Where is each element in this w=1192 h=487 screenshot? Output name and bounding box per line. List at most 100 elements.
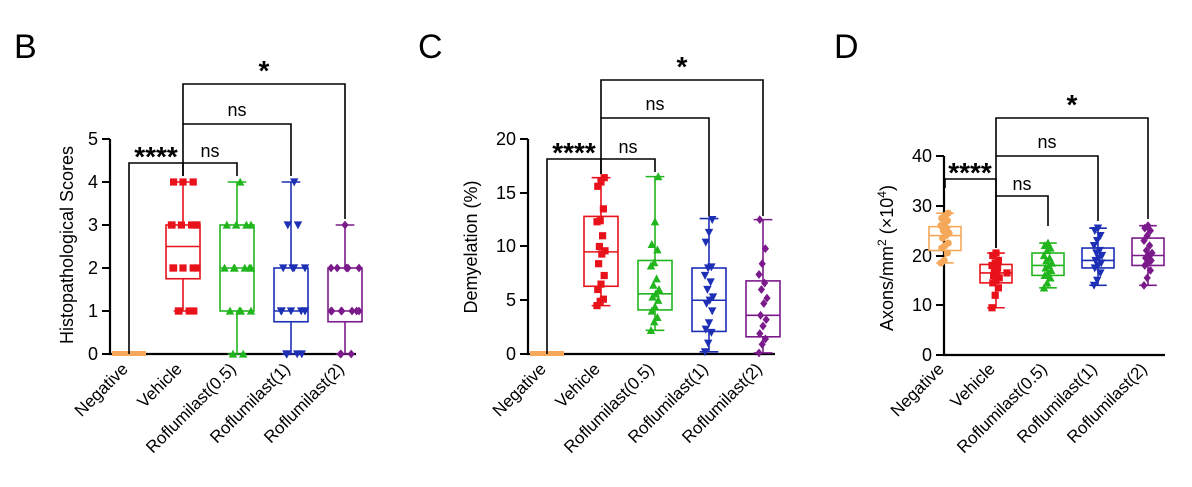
data-point-d-roflumilast-1 — [1095, 246, 1104, 255]
data-point-b-roflumilast-0-5 — [228, 349, 238, 358]
data-point-b-roflumilast-0-5 — [220, 263, 229, 272]
data-point-b-vehicle — [170, 178, 178, 186]
category-labels-c: Negative Vehicle Roflumilast(0.5) Roflum… — [489, 359, 766, 457]
box-d-roflumilast-0-5 — [1031, 238, 1065, 292]
data-point-c-vehicle — [599, 232, 607, 240]
y-tick-c-0: 0 — [506, 344, 528, 364]
data-point-c-roflumilast-1 — [707, 263, 716, 272]
data-point-c-roflumilast-2 — [757, 285, 765, 294]
data-point-b-roflumilast-1 — [282, 350, 291, 359]
data-point-d-roflumilast-2 — [1140, 280, 1148, 290]
category-label-b-vehicle: Vehicle — [134, 359, 186, 411]
data-point-d-vehicle — [994, 284, 1002, 292]
boxes-b — [112, 177, 363, 359]
data-point-c-roflumilast-2 — [758, 259, 766, 269]
data-point-b-vehicle — [174, 307, 182, 315]
category-label-d-roflumilast-05: Roflumilast(0.5) — [953, 359, 1051, 457]
data-point-b-roflumilast-1 — [276, 307, 286, 316]
data-point-b-roflumilast-0-5 — [232, 220, 241, 229]
sig-bracket-b-vehicle-r1 — [182, 123, 292, 176]
y-tick-label-d-1: 10 — [912, 295, 932, 315]
box-c-vehicle — [583, 174, 619, 310]
y-tick-label-d-4: 40 — [912, 146, 932, 166]
data-point-d-roflumilast-2 — [1144, 221, 1152, 231]
data-point-d-negative — [944, 209, 952, 217]
data-point-b-roflumilast-1 — [286, 307, 296, 316]
data-point-d-roflumilast-1 — [1089, 281, 1099, 290]
data-point-c-vehicle — [595, 242, 603, 251]
y-ticks-b: 0 1 2 3 4 5 — [88, 129, 110, 364]
data-point-c-roflumilast-1 — [704, 319, 714, 328]
data-point-c-roflumilast-1 — [703, 285, 712, 294]
data-point-c-roflumilast-2 — [758, 339, 766, 349]
y-tick-b-0: 0 — [88, 344, 110, 364]
y-axis-label-d-unit-sup: 4 — [875, 191, 889, 198]
data-point-d-vehicle — [991, 291, 999, 299]
data-point-b-roflumilast-2 — [336, 349, 344, 359]
sig-bracket-d-vehicle-r2 — [995, 117, 1149, 219]
sig-bracket-b-vehicle-r05 — [182, 162, 238, 176]
box-b-roflumilast-2 — [327, 220, 363, 359]
data-point-b-roflumilast-0-5 — [239, 349, 248, 358]
y-tick-d-4: 40 — [912, 146, 944, 166]
data-point-d-roflumilast-0-5 — [1039, 251, 1049, 260]
data-point-c-roflumilast-0-5 — [647, 306, 656, 315]
y-tick-b-5: 5 — [88, 129, 110, 149]
data-point-c-vehicle — [597, 178, 605, 186]
box-c-roflumilast-0-5 — [637, 172, 673, 334]
data-point-b-roflumilast-0-5 — [229, 263, 239, 272]
data-point-d-roflumilast-2 — [1143, 273, 1151, 283]
box-b-roflumilast-0-5 — [219, 177, 256, 358]
data-point-b-roflumilast-2 — [327, 306, 335, 316]
sig-bracket-b-vehicle-r2 — [182, 83, 346, 219]
significance-b: **** ns ns * — [128, 55, 346, 354]
panel-d-axons: D Axons/mm2 (×104) 0 10 20 30 40 Negativ… — [834, 28, 1165, 457]
y-ticks-c: 0 5 10 15 20 — [496, 129, 528, 364]
data-point-c-vehicle — [599, 295, 607, 303]
data-point-c-roflumilast-2 — [763, 293, 771, 303]
data-point-d-roflumilast-0-5 — [1043, 238, 1053, 247]
y-tick-label-b-0: 0 — [88, 344, 98, 364]
y-tick-b-2: 2 — [88, 258, 110, 278]
data-point-c-roflumilast-2 — [761, 278, 769, 288]
data-point-c-vehicle — [596, 217, 604, 225]
y-tick-b-1: 1 — [88, 301, 110, 321]
sig-bracket-d-vehicle-r1 — [995, 155, 1099, 221]
data-point-b-roflumilast-1 — [290, 178, 299, 187]
data-point-c-roflumilast-0-5 — [650, 302, 660, 311]
data-point-c-roflumilast-1 — [700, 348, 710, 357]
data-point-c-roflumilast-0-5 — [650, 217, 660, 226]
y-tick-label-c-1: 5 — [506, 290, 516, 310]
data-point-d-roflumilast-1 — [1093, 276, 1102, 285]
box-c-roflumilast-1 — [691, 216, 727, 357]
panel-letter-b: B — [14, 28, 37, 66]
data-point-b-roflumilast-0-5 — [222, 220, 231, 229]
y-tick-b-4: 4 — [88, 172, 110, 192]
data-point-c-roflumilast-2 — [762, 315, 770, 324]
data-point-d-negative — [943, 249, 952, 257]
box-d-vehicle — [979, 249, 1013, 312]
data-point-d-roflumilast-0-5 — [1039, 283, 1049, 292]
data-point-b-vehicle — [189, 264, 197, 272]
data-point-c-roflumilast-2 — [759, 321, 767, 331]
data-point-b-roflumilast-0-5 — [246, 263, 256, 272]
data-point-c-roflumilast-0-5 — [651, 289, 660, 298]
boxes-c — [530, 172, 781, 358]
data-point-b-vehicle — [190, 307, 198, 315]
data-point-c-roflumilast-2 — [756, 329, 764, 338]
data-point-c-vehicle — [597, 280, 605, 288]
data-point-b-roflumilast-1 — [297, 350, 306, 359]
data-point-d-roflumilast-1 — [1089, 241, 1099, 250]
data-point-d-roflumilast-2 — [1142, 246, 1150, 255]
category-label-c-vehicle: Vehicle — [552, 359, 604, 411]
data-point-b-vehicle — [169, 264, 177, 272]
sig-label-d-vehicle-r2: * — [1067, 89, 1078, 120]
data-point-d-roflumilast-1 — [1093, 224, 1103, 233]
sig-bracket-d-vehicle-r05 — [995, 195, 1049, 248]
data-point-c-roflumilast-0-5 — [647, 239, 656, 248]
data-point-b-vehicle — [188, 221, 196, 229]
panel-letter-d: D — [834, 28, 859, 66]
data-point-d-roflumilast-2 — [1144, 258, 1152, 268]
sig-label-b-vehicle-r05: ns — [200, 141, 219, 161]
y-tick-c-4: 20 — [496, 129, 528, 149]
